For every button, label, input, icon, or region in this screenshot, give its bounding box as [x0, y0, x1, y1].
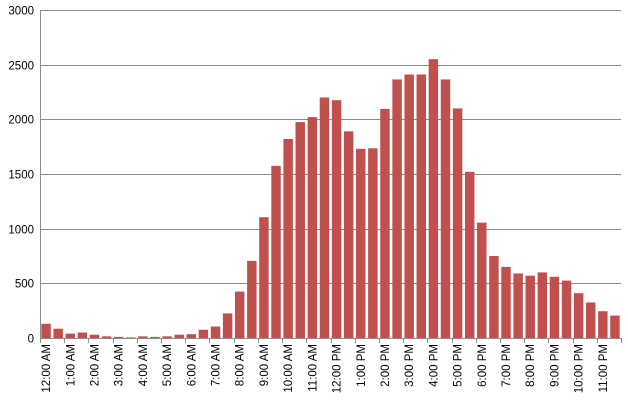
bar	[307, 117, 318, 339]
x-tick-label: 9:00 AM	[259, 344, 271, 386]
x-tick-label: 11:00 AM	[307, 344, 319, 392]
bar	[319, 97, 330, 338]
bar	[271, 165, 281, 338]
x-tick-label: 10:00 PM	[574, 344, 586, 393]
bar	[77, 332, 88, 338]
bar	[126, 337, 136, 338]
bar	[356, 148, 366, 338]
bar	[610, 315, 620, 338]
y-tick-label: 2000	[8, 115, 34, 127]
bar	[331, 100, 342, 338]
bar	[295, 122, 305, 338]
x-tick-label: 11:00 PM	[598, 344, 610, 392]
bar	[41, 323, 51, 338]
x-tick-label: 1:00 AM	[65, 344, 77, 386]
bar	[247, 260, 257, 338]
bar	[452, 108, 463, 339]
bar	[416, 74, 426, 338]
bar	[89, 334, 100, 338]
x-tick-label: 3:00 AM	[114, 344, 126, 386]
bar	[537, 272, 548, 338]
axes	[40, 10, 622, 343]
bar	[174, 334, 184, 338]
y-tick-labels: 0 500 1000 1500 2000 2500 3000	[8, 6, 34, 346]
x-tick-label: 12:00 AM	[41, 344, 53, 393]
x-tick-label: 5:00 PM	[453, 344, 465, 387]
x-tick-label: 4:00 PM	[428, 344, 440, 387]
y-tick-label: 3000	[8, 6, 34, 18]
bar	[235, 291, 245, 338]
bar	[380, 108, 390, 338]
x-tick-label: 6:00 PM	[477, 344, 489, 387]
bars	[41, 59, 620, 339]
bar	[53, 328, 63, 338]
bar	[404, 74, 414, 338]
x-tick-label: 7:00 PM	[501, 344, 513, 387]
bar	[549, 276, 560, 338]
x-tick-label: 4:00 AM	[138, 344, 150, 386]
bar	[198, 329, 209, 338]
x-tick-label: 1:00 PM	[356, 344, 368, 387]
bar	[501, 266, 511, 338]
x-tick-label: 10:00 AM	[283, 344, 295, 393]
bar	[259, 217, 269, 338]
bar	[101, 336, 112, 338]
y-tick-label: 1500	[8, 170, 34, 182]
y-tick-label: 500	[15, 279, 34, 291]
x-tick-label: 5:00 AM	[162, 344, 174, 386]
x-tick-label: 2:00 PM	[380, 344, 392, 387]
x-tick-label: 2:00 AM	[89, 344, 101, 386]
y-tick-label: 2500	[8, 61, 34, 73]
x-tick-label: 8:00 PM	[525, 344, 537, 387]
x-tick-label: 8:00 AM	[235, 344, 247, 386]
bar	[65, 333, 75, 338]
bar	[598, 311, 608, 338]
bar	[343, 131, 354, 338]
bar	[477, 222, 487, 338]
bar	[222, 313, 233, 338]
bar	[186, 334, 197, 338]
y-tick-label: 0	[28, 334, 34, 346]
bar	[368, 148, 378, 338]
x-tick-labels: 12:00 AM 1:00 AM 2:00 AM 3:00 AM 4:00 AM 5:00…	[41, 344, 610, 393]
bar	[428, 59, 439, 338]
bar	[525, 275, 535, 338]
bar	[513, 273, 523, 338]
x-tick-label: 9:00 PM	[549, 344, 561, 387]
x-tick-label: 12:00 PM	[332, 344, 344, 393]
bar	[464, 171, 475, 338]
bar	[392, 79, 402, 339]
bar	[440, 79, 451, 339]
x-tick-label: 6:00 AM	[186, 344, 198, 386]
bar	[561, 280, 572, 338]
bar	[113, 336, 124, 338]
gridlines	[40, 10, 621, 284]
bar	[150, 336, 160, 338]
bar	[573, 293, 584, 338]
bar	[210, 326, 221, 338]
y-tick-label: 1000	[8, 225, 34, 237]
bar	[138, 336, 148, 338]
bar	[586, 302, 596, 338]
x-tick-label: 7:00 AM	[211, 344, 223, 386]
x-tick-label: 3:00 PM	[404, 344, 416, 387]
bar	[283, 139, 293, 338]
bar	[489, 256, 499, 338]
bar	[162, 336, 172, 338]
